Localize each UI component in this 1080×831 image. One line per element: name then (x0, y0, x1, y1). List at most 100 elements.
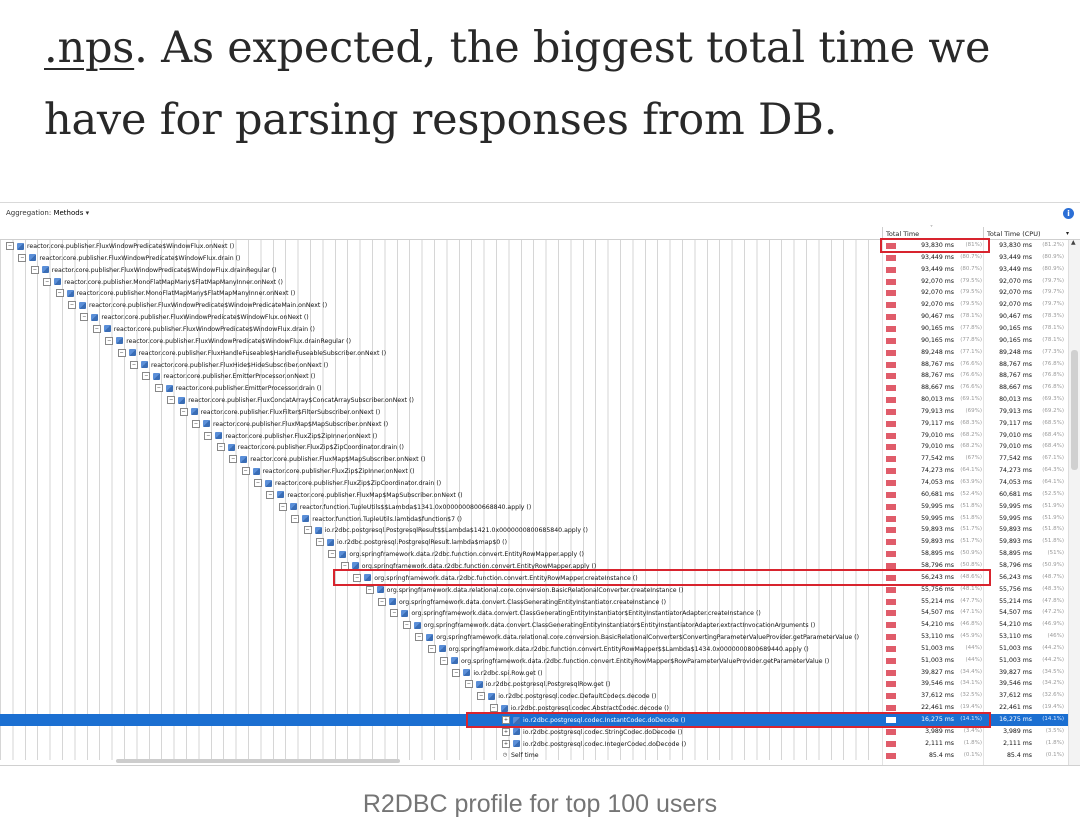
expand-toggle-icon[interactable]: − (68, 301, 76, 310)
tree-row[interactable]: − reactor.core.publisher.FluxMap$MapSubsc… (0, 418, 1068, 430)
tree-node[interactable]: − reactor.function.TupleUtils$$Lambda$134… (278, 502, 531, 511)
tree-node[interactable]: − reactor.core.publisher.FluxHandleFuseab… (117, 348, 386, 357)
tree-node[interactable]: − reactor.core.publisher.FluxHide$HideSub… (130, 360, 328, 369)
expand-toggle-icon[interactable]: − (415, 633, 424, 642)
tree-row[interactable]: − reactor.core.publisher.EmitterProcessor… (0, 382, 1068, 394)
tree-node[interactable]: − org.springframework.data.relational.cor… (365, 585, 683, 594)
expand-toggle-icon[interactable]: − (192, 419, 200, 428)
tree-node[interactable]: − org.springframework.data.convert.ClassG… (402, 621, 815, 630)
info-icon[interactable]: i (1063, 208, 1074, 219)
tree-node[interactable]: − reactor.core.publisher.MonoFlatMapMany$… (55, 289, 295, 298)
tree-row[interactable]: − reactor.function.TupleUtils$$Lambda$134… (0, 501, 1068, 513)
expand-toggle-icon[interactable]: − (80, 313, 89, 322)
expand-toggle-icon[interactable]: − (440, 656, 448, 665)
tree-node[interactable]: − org.springframework.data.convert.ClassG… (378, 597, 666, 606)
tree-node[interactable]: − io.r2dbc.spi.Row.get () (452, 668, 543, 677)
tree-node[interactable]: − reactor.core.publisher.FluxWindowPredic… (18, 253, 240, 262)
tree-node[interactable]: − reactor.core.publisher.FluxZip$ZipInner… (241, 467, 415, 476)
expand-toggle-icon[interactable]: − (452, 668, 461, 677)
tree-node[interactable]: − io.r2dbc.postgresql.codec.AbstractCodec… (489, 704, 669, 713)
tree-row[interactable]: − org.springframework.data.convert.ClassG… (0, 607, 1068, 619)
tree-node[interactable]: − reactor.core.publisher.FluxFilter$Filte… (179, 407, 380, 416)
column-total-time[interactable]: Total Time (886, 230, 920, 238)
expand-toggle-icon[interactable]: − (117, 348, 126, 357)
expand-toggle-icon[interactable]: − (167, 396, 176, 405)
tree-node[interactable]: − reactor.core.publisher.FluxWindowPredic… (6, 242, 234, 250)
expand-toggle-icon[interactable]: − (365, 585, 374, 594)
scrollbar-thumb[interactable] (1071, 350, 1078, 470)
tree-node[interactable]: − org.springframework.data.relational.cor… (415, 633, 859, 642)
tree-row[interactable]: − io.r2dbc.postgresql.codec.DefaultCodecs… (0, 690, 1068, 702)
expand-toggle-icon[interactable]: − (142, 372, 151, 381)
tree-node[interactable]: − reactor.core.publisher.FluxConcatArray$… (167, 396, 414, 405)
tree-row[interactable]: − reactor.function.TupleUtils.lambda$func… (0, 513, 1068, 525)
expand-toggle-icon[interactable]: − (179, 407, 188, 416)
aggregation-dropdown[interactable]: Methods (53, 209, 84, 217)
aggregation-control[interactable]: Aggregation: Methods ▾ (6, 209, 89, 217)
tree-row[interactable]: − reactor.core.publisher.FluxWindowPredic… (0, 335, 1068, 347)
tree-row[interactable]: − org.springframework.data.r2dbc.function… (0, 572, 1068, 584)
tree-row[interactable]: − org.springframework.data.convert.ClassG… (0, 596, 1068, 608)
tree-node[interactable]: − reactor.core.publisher.FluxMap$MapSubsc… (192, 419, 388, 428)
horizontal-scrollbar[interactable] (116, 759, 400, 763)
tree-row[interactable]: − reactor.core.publisher.FluxZip$ZipInner… (0, 465, 1068, 477)
expand-toggle-icon[interactable]: − (229, 455, 238, 464)
expand-toggle-icon[interactable]: − (353, 573, 362, 582)
expand-toggle-icon[interactable]: − (92, 324, 101, 333)
tree-node[interactable]: − io.r2dbc.postgresql.PostgresqlResult$$L… (303, 526, 588, 535)
nps-link[interactable]: .nps (44, 23, 135, 73)
tree-node[interactable]: − reactor.core.publisher.FluxZip$ZipCoord… (216, 443, 404, 452)
tree-node[interactable]: − reactor.core.publisher.FluxWindowPredic… (68, 301, 327, 310)
tree-node[interactable]: − reactor.function.TupleUtils.lambda$func… (291, 514, 462, 523)
tree-node[interactable]: − reactor.core.publisher.FluxZip$ZipInner… (204, 431, 377, 440)
expand-toggle-icon[interactable]: − (427, 644, 436, 653)
tree-node[interactable]: − io.r2dbc.postgresql.PostgresqlResult.la… (316, 538, 507, 547)
tree-node[interactable]: − org.springframework.data.convert.ClassG… (390, 609, 761, 618)
tree-row[interactable]: − reactor.core.publisher.MonoFlatMapMany$… (0, 287, 1068, 299)
tree-row[interactable]: − reactor.core.publisher.FluxMap$MapSubsc… (0, 453, 1068, 465)
dropdown-arrow-icon[interactable]: ▾ (85, 209, 90, 217)
expand-toggle-icon[interactable]: + (502, 716, 510, 724)
tree-row[interactable]: − reactor.core.publisher.FluxFilter$Filte… (0, 406, 1068, 418)
expand-toggle-icon[interactable]: − (266, 490, 275, 499)
tree-row[interactable]: − io.r2dbc.spi.Row.get () 39,827 ms (34.4%)… (0, 667, 1068, 679)
tree-node[interactable]: − reactor.core.publisher.FluxMap$MapSubsc… (229, 455, 425, 464)
tree-row[interactable]: − reactor.core.publisher.FluxConcatArray$… (0, 394, 1068, 406)
tree-row[interactable]: − reactor.core.publisher.FluxWindowPredic… (0, 323, 1068, 335)
tree-row[interactable]: − io.r2dbc.postgresql.codec.AbstractCodec… (0, 702, 1068, 714)
expand-toggle-icon[interactable]: − (43, 277, 52, 286)
expand-toggle-icon[interactable]: − (390, 609, 399, 618)
expand-toggle-icon[interactable]: − (130, 360, 138, 369)
column-total-time-cpu[interactable]: Total Time (CPU) (987, 230, 1041, 238)
expand-toggle-icon[interactable]: − (254, 479, 262, 487)
tree-row[interactable]: ◷ Self time 85.4 ms (0.1%) 85.4 ms (0.1%) (0, 750, 1068, 762)
tree-row[interactable]: − reactor.core.publisher.FluxWindowPredic… (0, 299, 1068, 311)
expand-toggle-icon[interactable]: − (6, 242, 14, 250)
expand-toggle-icon[interactable]: − (216, 443, 225, 452)
expand-toggle-icon[interactable]: − (464, 680, 473, 689)
tree-node[interactable]: ◷ Self time (502, 752, 539, 759)
tree-node[interactable]: − reactor.core.publisher.FluxMap$MapSubsc… (266, 490, 463, 499)
expand-toggle-icon[interactable]: − (316, 538, 324, 547)
tree-node[interactable]: − org.springframework.data.r2dbc.function… (328, 550, 584, 559)
tree-row[interactable]: − reactor.core.publisher.FluxHide$HideSub… (0, 359, 1068, 371)
tree-row[interactable]: − org.springframework.data.relational.cor… (0, 631, 1068, 643)
tree-row[interactable]: − org.springframework.data.r2dbc.function… (0, 655, 1068, 667)
tree-row[interactable]: − reactor.core.publisher.FluxZip$ZipInner… (0, 430, 1068, 442)
vertical-scrollbar[interactable]: ▲ (1068, 239, 1080, 765)
tree-row[interactable]: − org.springframework.data.convert.ClassG… (0, 619, 1068, 631)
tree-row[interactable]: − reactor.core.publisher.FluxZip$ZipCoord… (0, 477, 1068, 489)
expand-toggle-icon[interactable]: − (105, 336, 114, 345)
tree-node[interactable]: − io.r2dbc.postgresql.PostgresqlRow.get (… (464, 680, 610, 689)
expand-toggle-icon[interactable]: − (489, 704, 498, 713)
tree-row[interactable]: − org.springframework.data.relational.cor… (0, 584, 1068, 596)
expand-toggle-icon[interactable]: − (402, 621, 411, 630)
tree-row[interactable]: + io.r2dbc.postgresql.codec.IntegerCodec.… (0, 738, 1068, 750)
tree-node[interactable]: − reactor.core.publisher.FluxWindowPredic… (80, 313, 309, 322)
expand-toggle-icon[interactable]: − (291, 514, 300, 523)
expand-toggle-icon[interactable]: − (154, 384, 163, 393)
tree-row[interactable]: − reactor.core.publisher.FluxWindowPredic… (0, 240, 1068, 252)
tree-row[interactable]: − reactor.core.publisher.FluxWindowPredic… (0, 311, 1068, 323)
tree-node[interactable]: − org.springframework.data.r2dbc.function… (440, 656, 829, 665)
tree-row[interactable]: − reactor.core.publisher.EmitterProcessor… (0, 370, 1068, 382)
